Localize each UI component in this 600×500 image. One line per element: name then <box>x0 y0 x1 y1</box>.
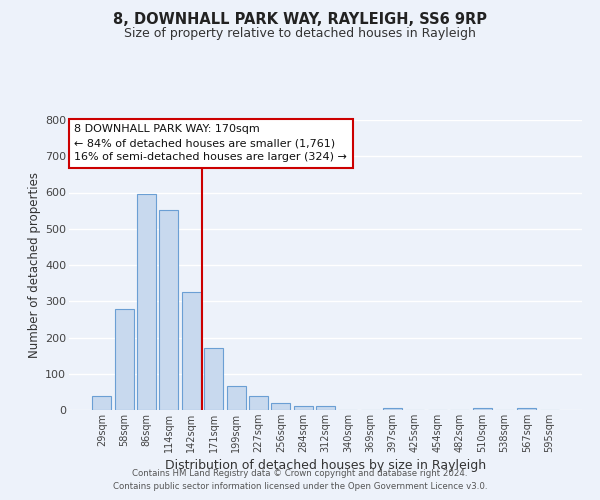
Bar <box>316 406 335 410</box>
Bar <box>473 408 491 410</box>
Text: Contains HM Land Registry data © Crown copyright and database right 2024.: Contains HM Land Registry data © Crown c… <box>132 468 468 477</box>
X-axis label: Distribution of detached houses by size in Rayleigh: Distribution of detached houses by size … <box>165 459 486 472</box>
Text: 8, DOWNHALL PARK WAY, RAYLEIGH, SS6 9RP: 8, DOWNHALL PARK WAY, RAYLEIGH, SS6 9RP <box>113 12 487 28</box>
Bar <box>115 309 134 410</box>
Bar <box>160 210 178 410</box>
Bar <box>517 408 536 410</box>
Text: 8 DOWNHALL PARK WAY: 170sqm
← 84% of detached houses are smaller (1,761)
16% of : 8 DOWNHALL PARK WAY: 170sqm ← 84% of det… <box>74 124 347 162</box>
Bar <box>182 292 201 410</box>
Bar <box>204 348 223 410</box>
Text: Contains public sector information licensed under the Open Government Licence v3: Contains public sector information licen… <box>113 482 487 491</box>
Bar <box>92 396 112 410</box>
Bar <box>293 406 313 410</box>
Text: Size of property relative to detached houses in Rayleigh: Size of property relative to detached ho… <box>124 28 476 40</box>
Bar <box>227 386 245 410</box>
Bar <box>249 396 268 410</box>
Bar <box>137 194 156 410</box>
Bar <box>271 403 290 410</box>
Bar <box>383 408 402 410</box>
Y-axis label: Number of detached properties: Number of detached properties <box>28 172 41 358</box>
